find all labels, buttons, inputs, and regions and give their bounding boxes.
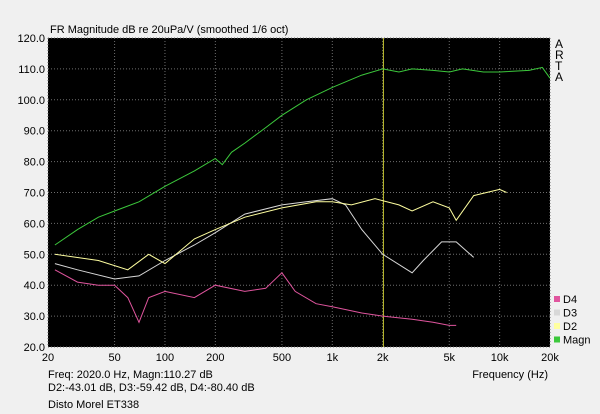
legend-swatch xyxy=(554,323,560,329)
x-tick-label: 20k xyxy=(541,352,559,364)
y-tick-label: 40.0 xyxy=(24,280,45,292)
legend-label: D3 xyxy=(563,308,577,320)
y-tick-label: 60.0 xyxy=(24,218,45,230)
y-tick-label: 90.0 xyxy=(24,126,45,138)
readout: D2:-43.01 dB, D3:-59.42 dB, D4:-80.40 dB xyxy=(48,382,255,394)
series-line xyxy=(54,188,507,271)
x-tick-label: 100 xyxy=(156,352,174,364)
legend-label: D4 xyxy=(563,294,577,306)
series-line xyxy=(54,66,551,246)
legend-label: D2 xyxy=(563,321,577,333)
y-tick-label: 120.0 xyxy=(17,33,45,45)
y-tick-label: 50.0 xyxy=(24,249,45,261)
y-tick-label: 110.0 xyxy=(18,64,45,76)
side-label: ARTA xyxy=(555,37,564,84)
x-tick-label: 50 xyxy=(108,352,120,364)
y-tick-label: 20.0 xyxy=(24,342,45,354)
readout: Freq: 2020.0 Hz, Magn:110.27 dB xyxy=(48,369,213,381)
x-tick-label: 1k xyxy=(326,352,338,364)
chart-title: FR Magnitude dB re 20uPa/V (smoothed 1/6… xyxy=(50,24,288,36)
x-tick-label: 2k xyxy=(377,352,389,364)
y-tick-label: 100.0 xyxy=(17,95,45,107)
legend-swatch xyxy=(554,336,560,343)
x-axis-label: Frequency (Hz) xyxy=(472,369,548,381)
x-tick-label: 500 xyxy=(273,352,291,364)
legend-swatch xyxy=(554,309,560,316)
y-tick-label: 80.0 xyxy=(24,157,45,169)
x-tick-label: 5k xyxy=(443,352,455,364)
legend-label: Magn xyxy=(563,335,591,347)
y-tick-label: 70.0 xyxy=(24,188,45,200)
legend-swatch xyxy=(554,296,560,302)
series-line xyxy=(54,269,457,326)
x-tick-label: 10k xyxy=(491,352,509,364)
plot-area xyxy=(48,38,550,347)
readout: Disto Morel ET338 xyxy=(48,399,139,411)
x-tick-label: 200 xyxy=(206,352,224,364)
x-tick-label: 20 xyxy=(42,352,54,364)
y-tick-label: 30.0 xyxy=(24,311,45,323)
series-line xyxy=(54,198,475,280)
